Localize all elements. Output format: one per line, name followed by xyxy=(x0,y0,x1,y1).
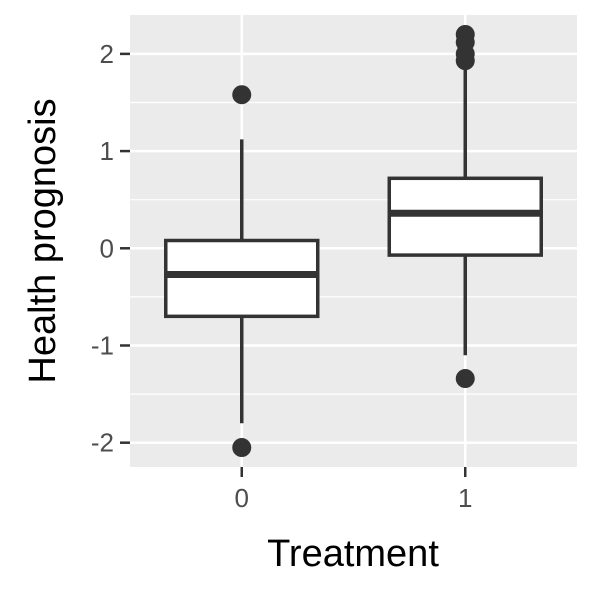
y-tick-label: -2 xyxy=(91,428,114,458)
outlier-point xyxy=(232,85,252,105)
iqr-box xyxy=(164,238,320,319)
y-tick-label: 1 xyxy=(100,136,114,166)
x-tick-label: 0 xyxy=(235,483,249,513)
x-axis-title: Treatment xyxy=(267,533,439,575)
outlier-point xyxy=(232,438,252,458)
y-tick-label: 2 xyxy=(100,39,114,69)
outlier-point xyxy=(455,369,475,389)
outlier-point xyxy=(455,51,475,71)
y-axis: -2 -1 0 1 2 xyxy=(91,39,130,458)
box-1 xyxy=(387,24,543,389)
boxes xyxy=(164,24,543,458)
x-tick-label: 1 xyxy=(458,483,472,513)
y-axis-title: Health prognosis xyxy=(22,98,64,383)
box-0 xyxy=(164,85,320,458)
y-tick-label: 0 xyxy=(100,233,114,263)
y-tick-label: -1 xyxy=(91,330,114,360)
